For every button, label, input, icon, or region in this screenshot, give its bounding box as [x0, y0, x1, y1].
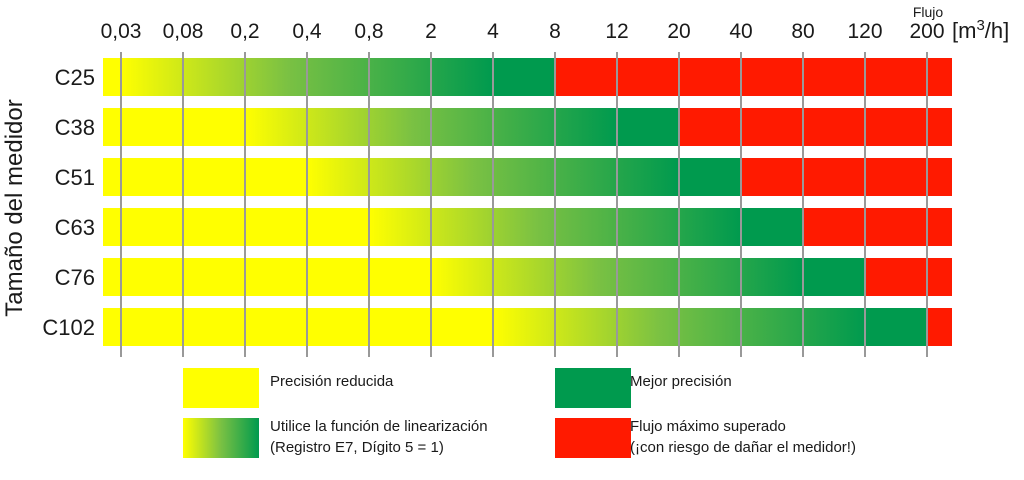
x-tick-label: 0,4 [292, 20, 322, 43]
row-label: C51 [55, 165, 95, 190]
legend-sublabel: (Registro E7, Dígito 5 = 1) [270, 439, 444, 456]
best-precision-segment [679, 158, 741, 196]
x-unit-label: [m3/h] [952, 17, 1009, 43]
row-label: C38 [55, 115, 95, 140]
x-tick-label: 0,2 [230, 20, 259, 43]
legend-item-reduced: Precisión reducida [183, 368, 394, 408]
row-c51 [103, 158, 952, 196]
row-label: C102 [42, 315, 95, 340]
row-c102 [103, 308, 952, 346]
exceeded-flow-segment [927, 308, 952, 346]
bars-layer [103, 58, 952, 346]
x-axis-title: Flujo [913, 4, 944, 20]
x-tick-label: 40 [729, 20, 752, 43]
legend-sublabel: (¡con riesgo de dañar el medidor!) [630, 439, 856, 456]
best-precision-segment [493, 58, 555, 96]
x-tick-label: 2 [425, 20, 437, 43]
x-tick-label: 4 [487, 20, 499, 43]
legend-label: Utilice la función de linearización [270, 418, 488, 435]
legend-swatch [555, 418, 631, 458]
legend-item-linearization: Utilice la función de linearización (Regi… [183, 418, 488, 458]
legend-label: Mejor precisión [630, 373, 732, 390]
x-tick-label: 12 [605, 20, 628, 43]
legend-item-best: Mejor precisión [555, 368, 732, 408]
legend: Precisión reducida Mejor precisión Utilice… [183, 368, 856, 458]
row-c25 [103, 58, 952, 96]
x-tick-label: 120 [847, 20, 882, 43]
best-precision-segment [803, 258, 865, 296]
row-label: C76 [55, 265, 95, 290]
row-labels: C25 C38 C51 C63 C76 C102 [42, 65, 95, 340]
exceeded-flow-segment [865, 258, 952, 296]
legend-item-exceeded: Flujo máximo superado (¡con riesgo de dañ… [555, 418, 856, 458]
legend-swatch [183, 418, 259, 458]
x-tick-label: 0,03 [101, 20, 142, 43]
best-precision-segment [741, 208, 803, 246]
row-label: C63 [55, 215, 95, 240]
row-c38 [103, 108, 952, 146]
best-precision-segment [617, 108, 679, 146]
x-tick-label: 80 [791, 20, 814, 43]
best-precision-segment [865, 308, 927, 346]
x-tick-label: 8 [549, 20, 561, 43]
x-tick-label: 200 [909, 20, 944, 43]
legend-label: Flujo máximo superado [630, 418, 786, 435]
legend-label: Precisión reducida [270, 373, 394, 390]
exceeded-flow-segment [555, 58, 952, 96]
x-tick-labels: 0,03 0,08 0,2 0,4 0,8 2 4 8 12 20 40 80 120 200 [101, 20, 945, 43]
x-tick-label: 0,08 [163, 20, 204, 43]
row-c63 [103, 208, 952, 246]
exceeded-flow-segment [679, 108, 952, 146]
exceeded-flow-segment [803, 208, 952, 246]
y-axis-title: Tamaño del medidor [1, 99, 28, 316]
row-c76 [103, 258, 952, 296]
exceeded-flow-segment [741, 158, 952, 196]
x-tick-label: 0,8 [354, 20, 383, 43]
legend-swatch [555, 368, 631, 408]
x-tick-label: 20 [667, 20, 690, 43]
legend-swatch [183, 368, 259, 408]
grid-layer [120, 52, 928, 357]
row-label: C25 [55, 65, 95, 90]
